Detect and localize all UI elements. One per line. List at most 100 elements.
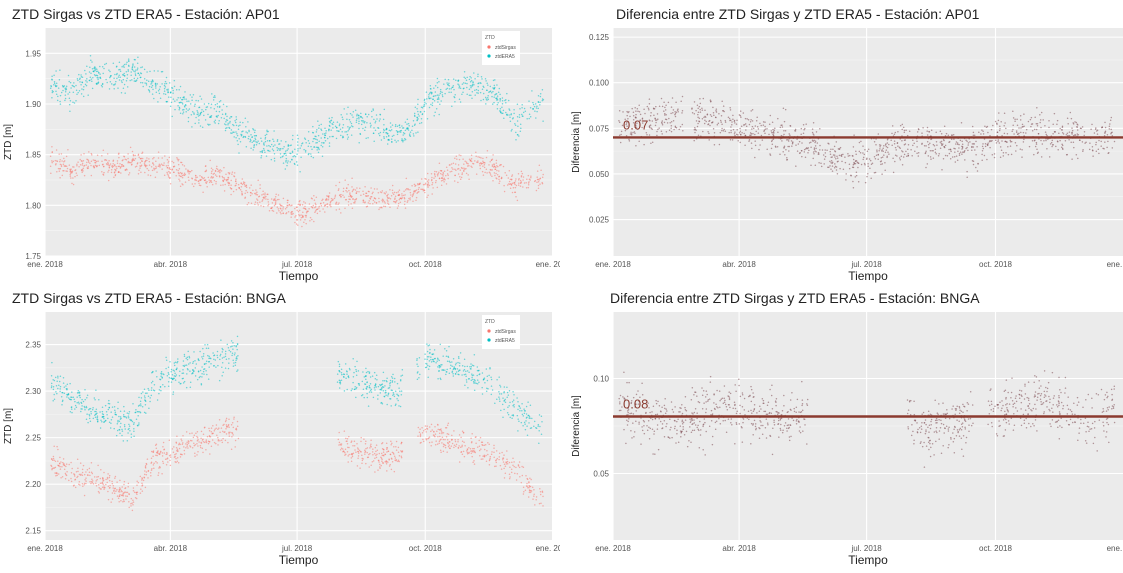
data-point bbox=[370, 125, 372, 127]
data-point bbox=[125, 487, 127, 489]
data-point bbox=[1082, 149, 1084, 151]
data-point bbox=[476, 92, 478, 94]
data-point bbox=[512, 183, 514, 185]
data-point bbox=[400, 201, 402, 203]
data-point bbox=[401, 195, 403, 197]
data-point bbox=[74, 176, 76, 178]
data-point bbox=[762, 139, 764, 141]
data-point bbox=[203, 441, 205, 443]
data-point bbox=[534, 504, 536, 506]
data-point bbox=[106, 414, 108, 416]
data-point bbox=[383, 449, 385, 451]
data-point bbox=[232, 171, 234, 173]
data-point bbox=[84, 407, 86, 409]
data-point bbox=[348, 447, 350, 449]
data-point bbox=[206, 442, 208, 444]
data-point bbox=[110, 163, 112, 165]
data-point bbox=[943, 146, 945, 148]
data-point bbox=[518, 179, 520, 181]
data-point bbox=[662, 106, 664, 108]
data-point bbox=[734, 122, 736, 124]
data-point bbox=[401, 125, 403, 127]
data-point bbox=[81, 170, 83, 172]
data-point bbox=[159, 454, 161, 456]
data-point bbox=[366, 193, 368, 195]
data-point bbox=[70, 177, 72, 179]
data-point bbox=[76, 175, 78, 177]
data-point bbox=[244, 184, 246, 186]
data-point bbox=[499, 98, 501, 100]
data-point bbox=[199, 107, 201, 109]
data-point bbox=[185, 168, 187, 170]
data-point bbox=[128, 483, 130, 485]
data-point bbox=[475, 442, 477, 444]
data-point bbox=[661, 131, 663, 133]
data-point bbox=[849, 163, 851, 165]
data-point bbox=[377, 450, 379, 452]
data-point bbox=[999, 130, 1001, 132]
data-point bbox=[79, 77, 81, 79]
data-point bbox=[286, 212, 288, 214]
data-point bbox=[958, 147, 960, 149]
data-point bbox=[53, 389, 55, 391]
data-point bbox=[649, 119, 651, 121]
data-point bbox=[876, 151, 878, 153]
data-point bbox=[324, 128, 326, 130]
data-point bbox=[140, 82, 142, 84]
data-point bbox=[215, 170, 217, 172]
data-point bbox=[216, 175, 218, 177]
data-point bbox=[461, 446, 463, 448]
data-point bbox=[356, 118, 358, 120]
data-point bbox=[512, 465, 514, 467]
data-point bbox=[353, 453, 355, 455]
data-point bbox=[200, 112, 202, 114]
data-point bbox=[69, 110, 71, 112]
data-point bbox=[378, 209, 380, 211]
data-point bbox=[465, 82, 467, 84]
data-point bbox=[208, 103, 210, 105]
data-point bbox=[945, 135, 947, 137]
data-point bbox=[107, 477, 109, 479]
data-point bbox=[515, 139, 517, 141]
data-point bbox=[402, 134, 404, 136]
data-point bbox=[217, 169, 219, 171]
data-point bbox=[96, 68, 98, 70]
data-point bbox=[123, 499, 125, 501]
data-point bbox=[141, 479, 143, 481]
data-point bbox=[1057, 120, 1059, 122]
data-point bbox=[69, 383, 71, 385]
data-point bbox=[185, 111, 187, 113]
data-point bbox=[354, 201, 356, 203]
data-point bbox=[252, 136, 254, 138]
data-point bbox=[536, 190, 538, 192]
data-point bbox=[356, 115, 358, 117]
data-point bbox=[53, 459, 55, 461]
data-point bbox=[1056, 124, 1058, 126]
data-point bbox=[439, 429, 441, 431]
data-point bbox=[59, 170, 61, 172]
data-point bbox=[103, 166, 105, 168]
data-point bbox=[231, 173, 233, 175]
data-point bbox=[267, 199, 269, 201]
data-point bbox=[926, 130, 928, 132]
data-point bbox=[876, 149, 878, 151]
data-point bbox=[657, 113, 659, 115]
data-point bbox=[694, 127, 696, 129]
data-point bbox=[268, 201, 270, 203]
data-point bbox=[513, 187, 515, 189]
data-point bbox=[884, 169, 886, 171]
data-point bbox=[456, 155, 458, 157]
data-point bbox=[310, 153, 312, 155]
data-point bbox=[102, 84, 104, 86]
data-point bbox=[180, 438, 182, 440]
data-point bbox=[461, 177, 463, 179]
data-point bbox=[97, 77, 99, 79]
data-point bbox=[812, 140, 814, 142]
data-point bbox=[138, 173, 140, 175]
data-point bbox=[156, 462, 158, 464]
data-point bbox=[526, 485, 528, 487]
data-point bbox=[246, 186, 248, 188]
data-point bbox=[480, 162, 482, 164]
data-point bbox=[92, 88, 94, 90]
data-point bbox=[424, 111, 426, 113]
